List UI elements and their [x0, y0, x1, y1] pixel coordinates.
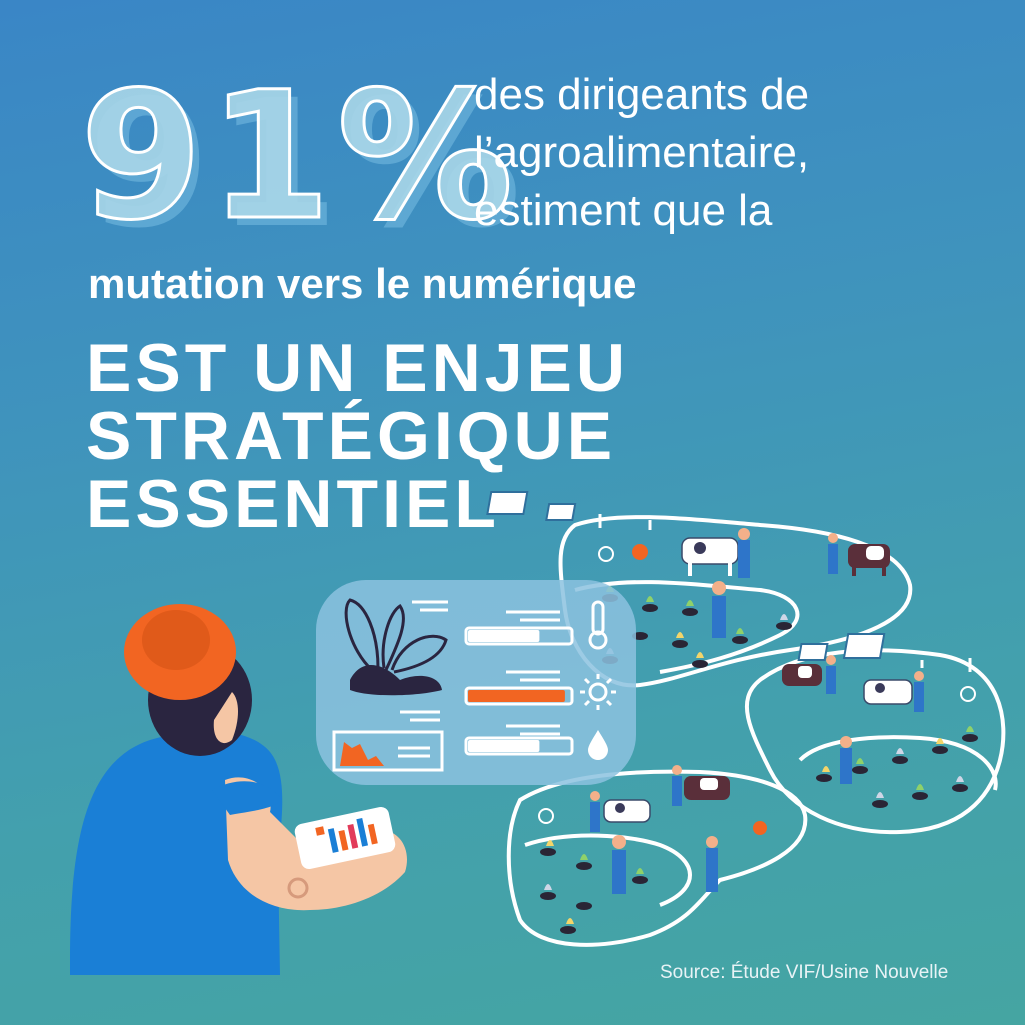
intro-line: estiment que la [474, 186, 773, 235]
field-right [744, 648, 1006, 835]
cow-icon [848, 544, 890, 576]
temperature-bar-fill [468, 630, 540, 642]
farmer-with-tablet [70, 604, 408, 975]
sun-bar-fill [468, 690, 565, 702]
solar-panel-icon [486, 491, 652, 530]
field-bottom [506, 769, 808, 947]
temperature-bar-track [464, 626, 574, 646]
field-right-inner [798, 735, 998, 791]
water-drop-icon [588, 730, 608, 760]
farmer-figure [590, 528, 924, 894]
headline: EST UN ENJEU STRATÉGIQUE ESSENTIEL [86, 334, 629, 538]
sensor-dashboard [316, 580, 636, 785]
panel-text-lines [398, 600, 560, 758]
cow-icon [782, 664, 822, 686]
plant-icon [344, 598, 448, 696]
water-bar-fill [468, 740, 540, 752]
thermometer-icon [588, 600, 608, 650]
sun-bar-track [464, 686, 574, 706]
cow-icon [684, 776, 730, 800]
cow-icon [603, 799, 651, 823]
intro-line: des dirigeants de [474, 70, 810, 119]
cow-icon [863, 679, 913, 705]
headline-line: EST UN ENJEU [86, 330, 629, 406]
hen-icon [538, 544, 976, 835]
headline-line: ESSENTIEL [86, 466, 500, 542]
headline-line: STRATÉGIQUE [86, 398, 617, 474]
field-top-inner [574, 580, 800, 674]
intro-line: l’agroalimentaire, [474, 128, 810, 177]
sun-icon [580, 674, 616, 710]
cow-icon [681, 537, 739, 576]
field-bottom-inner [524, 833, 692, 907]
source-citation: Source: Étude VIF/Usine Nouvelle [660, 962, 949, 983]
water-bar-track [464, 736, 574, 756]
emphasis-text: mutation vers le numérique [88, 260, 637, 307]
solar-panel-icon [797, 633, 972, 672]
intro-text: des dirigeants de l’agroalimentaire, est… [474, 66, 974, 240]
stat-percentage: 91% [78, 54, 520, 259]
mini-chart-card [332, 730, 444, 772]
